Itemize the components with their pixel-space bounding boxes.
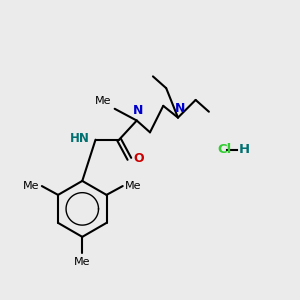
Text: O: O — [133, 152, 144, 165]
Text: Me: Me — [23, 181, 40, 191]
Text: N: N — [133, 104, 144, 117]
Text: Me: Me — [125, 181, 142, 191]
Text: Me: Me — [74, 256, 91, 267]
Text: N: N — [175, 102, 185, 115]
Text: H: H — [239, 143, 250, 157]
Text: Cl: Cl — [218, 143, 232, 157]
Text: HN: HN — [70, 132, 90, 145]
Text: Me: Me — [95, 96, 112, 106]
